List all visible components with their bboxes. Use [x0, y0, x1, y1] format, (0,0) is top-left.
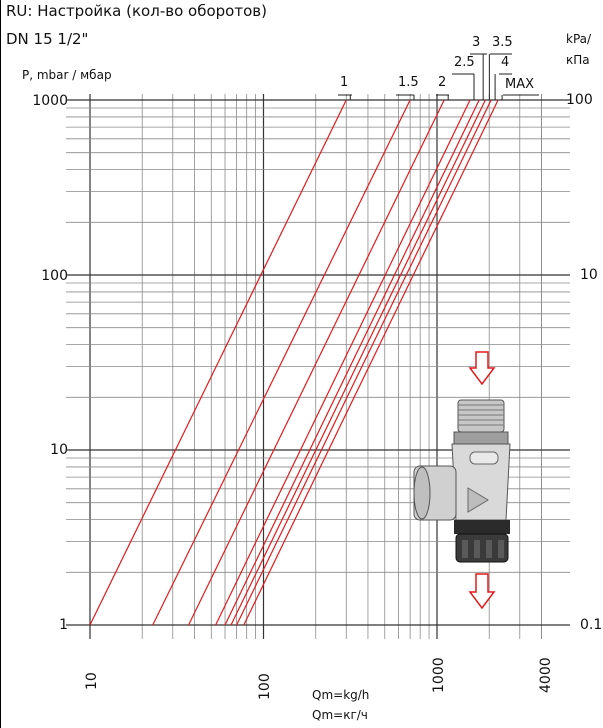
series-line-1.5 [152, 99, 411, 626]
series-line-1 [89, 99, 347, 626]
series-line-3.5 [230, 99, 486, 626]
series-label-1: 1 [340, 75, 348, 90]
y-tick-10: 10 [50, 442, 68, 458]
valve-illustration [413, 351, 511, 610]
series-line-2.5 [215, 99, 471, 626]
series-line-4 [236, 99, 492, 626]
series-label-2: 2 [438, 75, 446, 90]
y-axis-label: P, mbar / мбар [22, 68, 112, 82]
y-tick-100: 100 [41, 268, 68, 284]
chart-title-line2: DN 15 1/2" [6, 30, 89, 48]
chart-curves [89, 99, 499, 626]
series-labels: 1 1.5 2 2.5 3 3.5 4 MAX [338, 35, 539, 100]
series-label-MAX: MAX [505, 77, 534, 92]
series-label-3.5: 3.5 [492, 35, 513, 50]
series-line-3 [224, 99, 480, 626]
y-tick-1000: 1000 [32, 93, 68, 109]
series-label-1.5: 1.5 [398, 75, 419, 90]
y-right-tick-10: 10 [580, 267, 598, 283]
x-axis-label-2: Qm=кг/ч [312, 708, 368, 722]
flow-arrow-down-bottom-icon [468, 573, 496, 610]
y-tick-1: 1 [59, 617, 68, 633]
y-right-tick-0.1: 0.1 [580, 617, 603, 633]
x-axis-label-1: Qm=kg/h [312, 688, 370, 702]
chart-title-line1: RU: Настройка (кол-во оборотов) [6, 2, 267, 20]
chart-grid [66, 94, 570, 639]
series-line-MAX [243, 99, 499, 626]
y-right-tick-100: 100 [566, 92, 593, 108]
flow-arrow-down-top-icon [468, 351, 496, 386]
series-label-3: 3 [472, 35, 480, 50]
y-axis-right-label-1: kPa/ [566, 32, 592, 46]
series-label-2.5: 2.5 [454, 55, 475, 70]
y-axis-right-label-2: кПа [566, 53, 590, 67]
series-line-2 [188, 99, 445, 626]
series-label-4: 4 [501, 55, 509, 70]
